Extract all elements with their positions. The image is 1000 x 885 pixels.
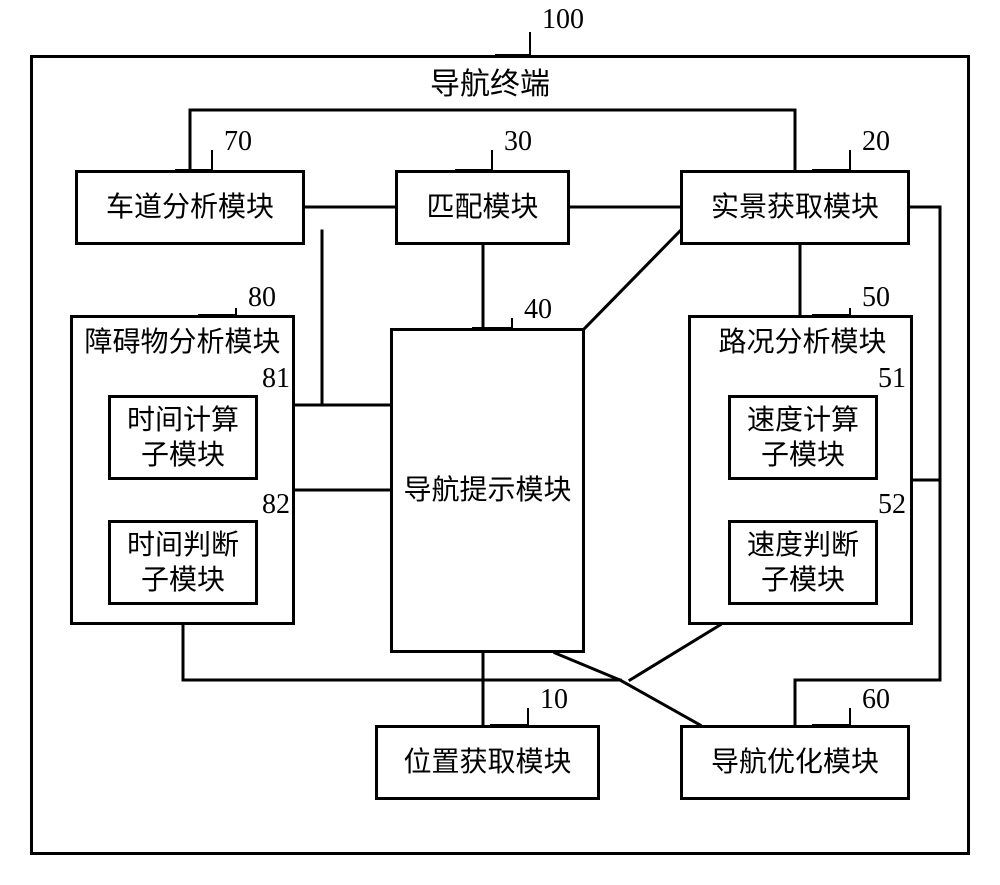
- ref-label-80: 80: [248, 284, 276, 312]
- submodule-label: 时间判断 子模块: [127, 528, 239, 598]
- submodule-speed-judge: 速度判断 子模块: [728, 520, 878, 605]
- module-matching: 匹配模块: [395, 170, 570, 245]
- submodule-time-judge: 时间判断 子模块: [108, 520, 258, 605]
- ref-label-40: 40: [524, 296, 552, 324]
- module-label: 匹配模块: [426, 190, 538, 225]
- ref-label-10: 10: [540, 686, 568, 714]
- ref-label-51: 51: [878, 365, 906, 393]
- ref-label-52: 52: [878, 491, 906, 519]
- module-label: 导航提示模块: [403, 473, 571, 508]
- submodule-time-calc: 时间计算 子模块: [108, 395, 258, 480]
- ref-label-81: 81: [262, 365, 290, 393]
- submodule-speed-calc: 速度计算 子模块: [728, 395, 878, 480]
- module-nav-optimization: 导航优化模块: [680, 725, 910, 800]
- ref-label-20: 20: [862, 128, 890, 156]
- ref-label-82: 82: [262, 491, 290, 519]
- panel-title: 障碍物分析模块: [80, 326, 285, 360]
- module-position-acquisition: 位置获取模块: [375, 725, 600, 800]
- module-scene-acquisition: 实景获取模块: [680, 170, 910, 245]
- panel-title: 路况分析模块: [700, 326, 905, 360]
- ref-label-100: 100: [542, 6, 584, 34]
- module-label: 车道分析模块: [106, 190, 274, 225]
- module-nav-prompt: 导航提示模块: [390, 328, 585, 653]
- ref-label-70: 70: [224, 128, 252, 156]
- module-label: 实景获取模块: [711, 190, 879, 225]
- module-lane-analysis: 车道分析模块: [75, 170, 305, 245]
- submodule-label: 速度计算 子模块: [747, 403, 859, 473]
- ref-label-50: 50: [862, 284, 890, 312]
- submodule-label: 时间计算 子模块: [127, 403, 239, 473]
- submodule-label: 速度判断 子模块: [747, 528, 859, 598]
- ref-label-30: 30: [504, 128, 532, 156]
- ref-label-60: 60: [862, 686, 890, 714]
- module-label: 位置获取模块: [403, 745, 571, 780]
- module-label: 导航优化模块: [711, 745, 879, 780]
- diagram-canvas: 导航终端: [0, 0, 1000, 885]
